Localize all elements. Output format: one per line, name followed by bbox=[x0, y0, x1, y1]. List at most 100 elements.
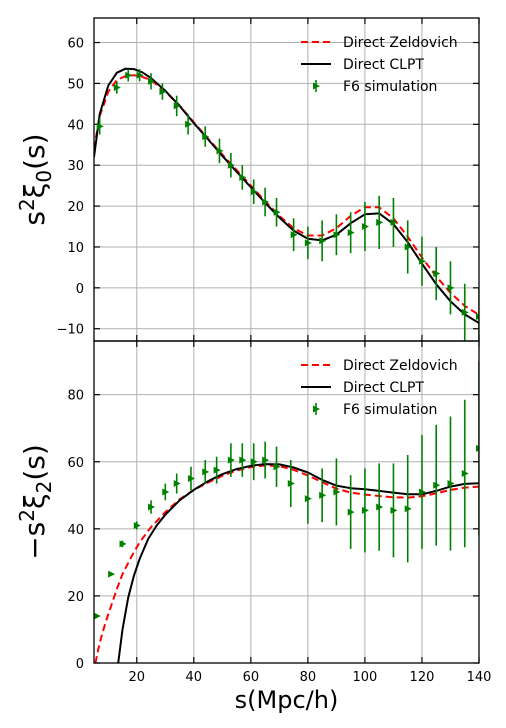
data-point bbox=[227, 456, 235, 464]
data-point bbox=[304, 495, 312, 503]
data-point bbox=[433, 481, 441, 489]
data-point bbox=[287, 480, 295, 488]
data-point bbox=[262, 198, 270, 206]
data-point bbox=[162, 488, 170, 496]
y-tick-label: 20 bbox=[67, 200, 84, 215]
y-axis-label-part: 2 bbox=[32, 481, 56, 494]
data-point bbox=[250, 188, 258, 196]
y-axis-label: s2ξ0(s) bbox=[15, 133, 56, 225]
data-point bbox=[433, 270, 441, 278]
legend-label: F6 simulation bbox=[343, 79, 437, 95]
y-tick-label: 50 bbox=[67, 77, 84, 92]
data-point bbox=[108, 570, 116, 578]
y-axis-label-part: (s) bbox=[18, 444, 51, 480]
data-point bbox=[461, 469, 469, 477]
data-point bbox=[125, 71, 133, 79]
data-point bbox=[187, 475, 195, 483]
data-point bbox=[418, 257, 426, 265]
y-tick-label: 60 bbox=[67, 456, 84, 471]
x-tick-label: 140 bbox=[467, 670, 492, 685]
data-point bbox=[148, 503, 156, 511]
bottom-panel: 0 20 40 60 80 20 40 60 80 100 120 140 Direct Zeldovi… bbox=[15, 340, 492, 714]
data-point bbox=[250, 458, 258, 466]
y-tick-label: 10 bbox=[67, 241, 84, 256]
data-point bbox=[390, 218, 398, 226]
x-axis-label: s(Mpc/h) bbox=[235, 686, 339, 714]
y-axis-label-part: −s bbox=[18, 522, 51, 560]
data-point bbox=[476, 312, 479, 320]
data-point bbox=[173, 480, 181, 488]
data-point bbox=[136, 71, 144, 79]
data-point bbox=[273, 463, 281, 471]
data-point bbox=[148, 77, 156, 85]
legend-marker-point bbox=[313, 405, 320, 413]
data-point bbox=[361, 506, 369, 514]
data-point bbox=[476, 444, 479, 452]
data-layer bbox=[94, 361, 479, 663]
data-point bbox=[361, 223, 369, 231]
data-point bbox=[376, 503, 384, 511]
series-f6-simulation bbox=[96, 69, 479, 341]
data-point bbox=[159, 88, 167, 96]
data-point bbox=[262, 456, 270, 464]
x-tick-label: 40 bbox=[186, 670, 203, 685]
y-axis-label-part: 2 bbox=[15, 509, 39, 522]
legend-marker-point bbox=[313, 82, 320, 90]
data-point bbox=[273, 208, 281, 216]
grid bbox=[94, 18, 480, 341]
legend-label: Direct CLPT bbox=[343, 380, 424, 396]
y-axis-label-part: ξ bbox=[18, 183, 51, 199]
data-point bbox=[202, 133, 210, 141]
data-point bbox=[347, 508, 355, 516]
y-tick-label: 0 bbox=[76, 282, 84, 297]
data-point bbox=[404, 505, 412, 513]
data-point bbox=[347, 229, 355, 237]
data-point bbox=[119, 540, 127, 548]
legend: Direct Zeldovich Direct CLPT F6 simulation bbox=[301, 35, 458, 95]
grid bbox=[94, 341, 480, 664]
y-tick-label: −10 bbox=[57, 323, 84, 338]
data-point bbox=[216, 147, 224, 155]
data-point bbox=[333, 231, 341, 239]
data-point bbox=[227, 161, 235, 169]
legend-label: F6 simulation bbox=[343, 402, 437, 418]
legend-label: Direct Zeldovich bbox=[343, 35, 458, 51]
data-point bbox=[461, 308, 469, 316]
data-point bbox=[202, 468, 210, 476]
data-point bbox=[376, 218, 384, 226]
data-point bbox=[447, 480, 455, 488]
axes-frame bbox=[93, 340, 480, 664]
data-point bbox=[404, 243, 412, 251]
data-point bbox=[319, 237, 327, 245]
x-tick-label: 100 bbox=[353, 670, 378, 685]
data-point bbox=[319, 491, 327, 499]
data-point bbox=[239, 173, 247, 181]
legend: Direct Zeldovich Direct CLPT F6 simulation bbox=[301, 358, 458, 418]
y-axis-label-part: 0 bbox=[32, 170, 56, 183]
y-axis-label-part: 2 bbox=[15, 198, 39, 211]
y-tick-label: 20 bbox=[67, 590, 84, 605]
y-tick-label: 40 bbox=[67, 118, 84, 133]
data-point bbox=[447, 284, 455, 292]
data-point bbox=[304, 239, 312, 247]
y-axis-label-part: s bbox=[18, 211, 51, 226]
y-tick-label: 40 bbox=[67, 523, 84, 538]
data-point bbox=[133, 521, 141, 529]
legend-label: Direct CLPT bbox=[343, 57, 424, 73]
data-point bbox=[418, 488, 426, 496]
data-point bbox=[113, 84, 121, 92]
data-point bbox=[96, 122, 104, 130]
data-point bbox=[213, 466, 221, 474]
data-point bbox=[333, 488, 341, 496]
x-tick-label: 120 bbox=[410, 670, 435, 685]
y-tick-label: 0 bbox=[76, 657, 84, 672]
x-tick-label: 80 bbox=[300, 670, 317, 685]
data-point bbox=[390, 506, 398, 514]
legend-label: Direct Zeldovich bbox=[343, 358, 458, 374]
data-point bbox=[173, 102, 181, 110]
y-axis-label: −s2ξ2(s) bbox=[15, 444, 56, 560]
x-tick-label: 20 bbox=[129, 670, 146, 685]
data-point bbox=[290, 231, 298, 239]
series-f6-simulation bbox=[94, 361, 479, 620]
